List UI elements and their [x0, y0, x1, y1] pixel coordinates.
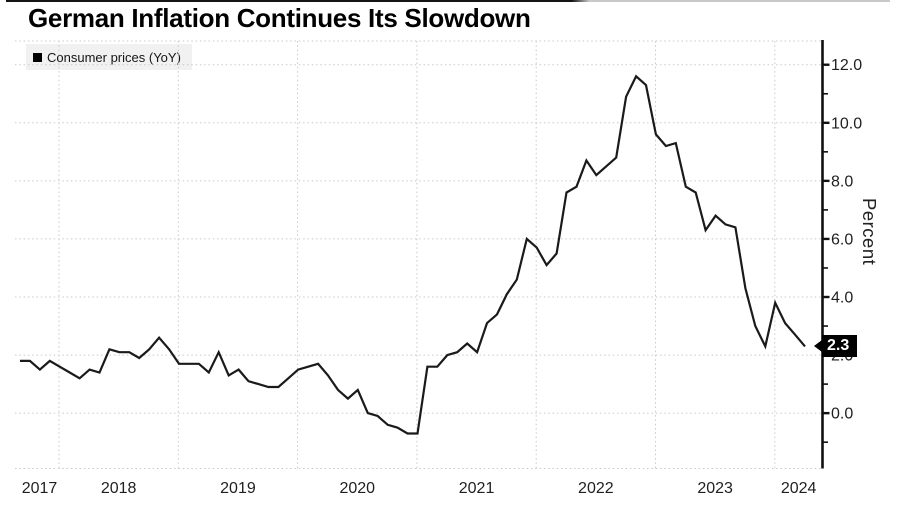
y-tick-label: 6.0 [831, 231, 853, 248]
x-tick-label: 2022 [578, 480, 614, 497]
badge-arrow-icon [814, 340, 822, 353]
chart-title: German Inflation Continues Its Slowdown [28, 3, 531, 33]
badge-value: 2.3 [822, 335, 858, 358]
y-tick-label: 8.0 [831, 173, 853, 190]
legend-swatch-icon [33, 52, 42, 62]
crop-artifact-line [6, 0, 890, 2]
x-tick-label: 2019 [220, 480, 256, 497]
x-tick-label: 2017 [22, 480, 58, 497]
x-tick-label: 2018 [101, 480, 137, 497]
x-tick-label: 2021 [459, 480, 495, 497]
x-tick-label: 2020 [339, 480, 375, 497]
legend-label: Consumer prices (YoY) [47, 49, 181, 65]
legend: Consumer prices (YoY) [26, 44, 192, 70]
y-axis-title: Percent [859, 198, 880, 266]
y-tick-label: 12.0 [831, 57, 862, 74]
y-tick-label: 0.0 [831, 406, 853, 423]
consumer-prices-line [20, 74, 806, 435]
y-tick-label: 10.0 [831, 115, 862, 132]
x-tick-label: 2023 [697, 480, 733, 497]
last-value-badge: 2.3 [814, 335, 858, 358]
y-tick-label: 4.0 [831, 290, 853, 307]
x-tick-label: 2024 [781, 480, 817, 497]
